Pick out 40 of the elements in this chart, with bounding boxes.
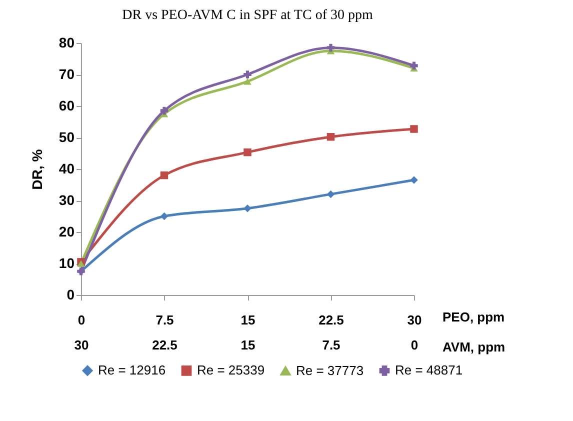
- x-tick-label: 7.5: [156, 312, 174, 328]
- point: [160, 212, 168, 220]
- point: [326, 44, 335, 52]
- legend-label: Re = 37773: [296, 362, 364, 378]
- y-tick-label: 60: [58, 98, 75, 114]
- legend-label: Re = 12916: [98, 362, 166, 378]
- chart-title: DR vs PEO-AVM C in SPF at TC of 30 ppm: [122, 8, 373, 23]
- point: [410, 176, 418, 184]
- point: [244, 78, 252, 85]
- y-tick-label: 70: [58, 66, 75, 82]
- x2-tick-label: 7.5: [322, 338, 340, 352]
- x2-tick-label: 15: [240, 338, 256, 352]
- point: [244, 204, 252, 212]
- x2-tick-label: 0: [410, 338, 418, 352]
- x2-tick-label: 22.5: [152, 338, 178, 352]
- point: [326, 190, 335, 198]
- y-tick-label: 50: [58, 129, 75, 145]
- point: [326, 132, 335, 141]
- x-tick-label: 0: [78, 312, 86, 328]
- y-tick-label: 0: [66, 286, 75, 302]
- x-tick-label: 15: [240, 312, 256, 328]
- point: [160, 106, 168, 115]
- point: [244, 148, 252, 156]
- legend-label: Re = 48871: [395, 362, 463, 378]
- x2-axis-title: AVM, ppm: [442, 340, 506, 354]
- x-tick-label: 22.5: [318, 312, 344, 328]
- y-tick-label: 80: [58, 34, 75, 50]
- x-axis-title: PEO, ppm: [442, 310, 505, 324]
- point: [160, 171, 168, 180]
- y-axis-title: DR, %: [28, 148, 45, 190]
- x-tick-label: 30: [407, 312, 422, 328]
- y-tick-label: 40: [58, 160, 75, 176]
- point: [244, 70, 252, 78]
- y-tick-label: 20: [58, 224, 75, 240]
- legend-label: Re = 25339: [197, 362, 265, 378]
- point: [410, 125, 418, 133]
- x2-tick-label: 30: [74, 338, 89, 352]
- y-tick-label: 10: [58, 255, 75, 271]
- point: [410, 62, 418, 70]
- y-tick-label: 30: [58, 192, 75, 208]
